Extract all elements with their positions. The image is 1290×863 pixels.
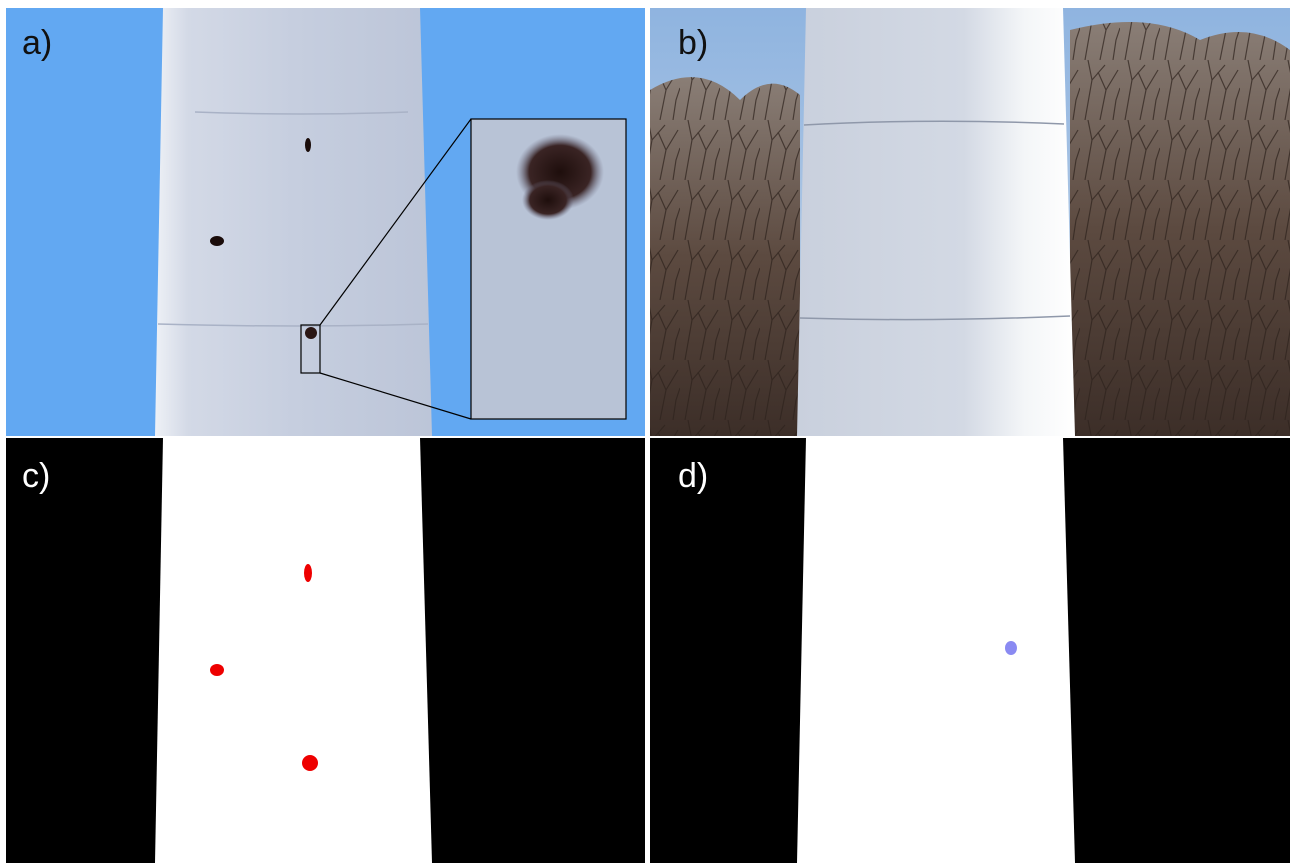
panel-d: d)	[650, 438, 1290, 863]
panel-b: b)	[650, 8, 1290, 436]
figure: a) b) c) d)	[0, 0, 1290, 863]
defect-mask	[210, 664, 224, 676]
defect-mask	[304, 564, 312, 582]
panel-c: c)	[6, 438, 645, 863]
defect-mask	[1005, 641, 1017, 655]
panel-label: c)	[22, 457, 50, 495]
panel-label: b)	[678, 24, 708, 62]
defect	[305, 138, 311, 152]
panel-a: a)	[6, 8, 645, 436]
tower-mask	[797, 438, 1075, 863]
defect	[305, 327, 317, 339]
tower-mask	[155, 438, 432, 863]
defect	[210, 236, 224, 246]
defect-mask	[302, 755, 318, 771]
panel-label: a)	[22, 24, 52, 62]
tower	[797, 8, 1075, 436]
panel-label: d)	[678, 457, 708, 495]
tower	[155, 8, 432, 436]
